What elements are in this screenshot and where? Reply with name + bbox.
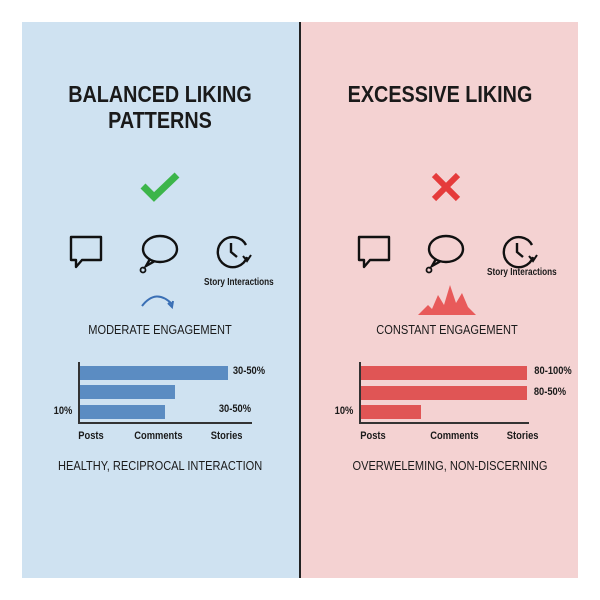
chat-square-icon <box>69 235 103 269</box>
check-icon <box>140 172 180 202</box>
right-value-label-2: 80-50% <box>533 386 567 398</box>
left-title-line2: PATTERNS <box>108 107 212 133</box>
right-bar-comments <box>361 386 527 400</box>
left-y-axis <box>78 362 80 424</box>
right-y-axis <box>359 362 361 424</box>
left-cat-comments: Comments <box>134 430 183 442</box>
chat-bubble-icon <box>139 234 179 274</box>
divider <box>299 22 301 578</box>
balanced-panel <box>22 22 300 578</box>
curved-arrow-icon <box>141 295 174 310</box>
left-footer: HEALTHY, RECIPROCAL INTERACTION <box>58 458 263 473</box>
clock-refresh-icon <box>502 235 538 269</box>
left-cat-stories: Stories <box>210 430 243 442</box>
left-value-label-1: 30-50% <box>232 365 266 377</box>
right-cat-posts: Posts <box>360 430 386 442</box>
right-title: EXCESSIVE LIKING <box>347 81 533 107</box>
x-icon <box>431 172 461 202</box>
left-axis-label: 10% <box>53 405 73 417</box>
right-x-axis <box>359 422 529 424</box>
chat-square-icon <box>357 235 391 269</box>
right-story-label: Story Interactions <box>487 267 557 278</box>
left-bar-posts <box>80 366 228 380</box>
right-value-label-1: 80-100% <box>534 365 572 377</box>
right-bar-stories <box>361 405 421 419</box>
right-footer: OVERWELEMING, NON-DISCERNING <box>352 458 548 473</box>
left-cat-posts: Posts <box>78 430 104 442</box>
left-engagement-label: MODERATE ENGAGEMENT <box>88 322 232 337</box>
left-bar-stories <box>80 405 165 419</box>
left-bar-comments <box>80 385 175 399</box>
right-cat-comments: Comments <box>430 430 479 442</box>
clock-refresh-icon <box>216 235 252 269</box>
left-value-label-2: 30-50% <box>218 403 252 415</box>
left-story-label: Story Interactions <box>204 277 274 288</box>
right-engagement-label: CONSTANT ENGAGEMENT <box>376 322 518 337</box>
right-cat-stories: Stories <box>506 430 539 442</box>
zigzag-spike-icon <box>418 285 476 315</box>
left-x-axis <box>78 422 252 424</box>
right-axis-label: 10% <box>334 405 354 417</box>
left-title-line1: BALANCED LIKING <box>68 81 252 107</box>
chat-bubble-icon <box>425 234 465 274</box>
right-bar-posts <box>361 366 527 380</box>
